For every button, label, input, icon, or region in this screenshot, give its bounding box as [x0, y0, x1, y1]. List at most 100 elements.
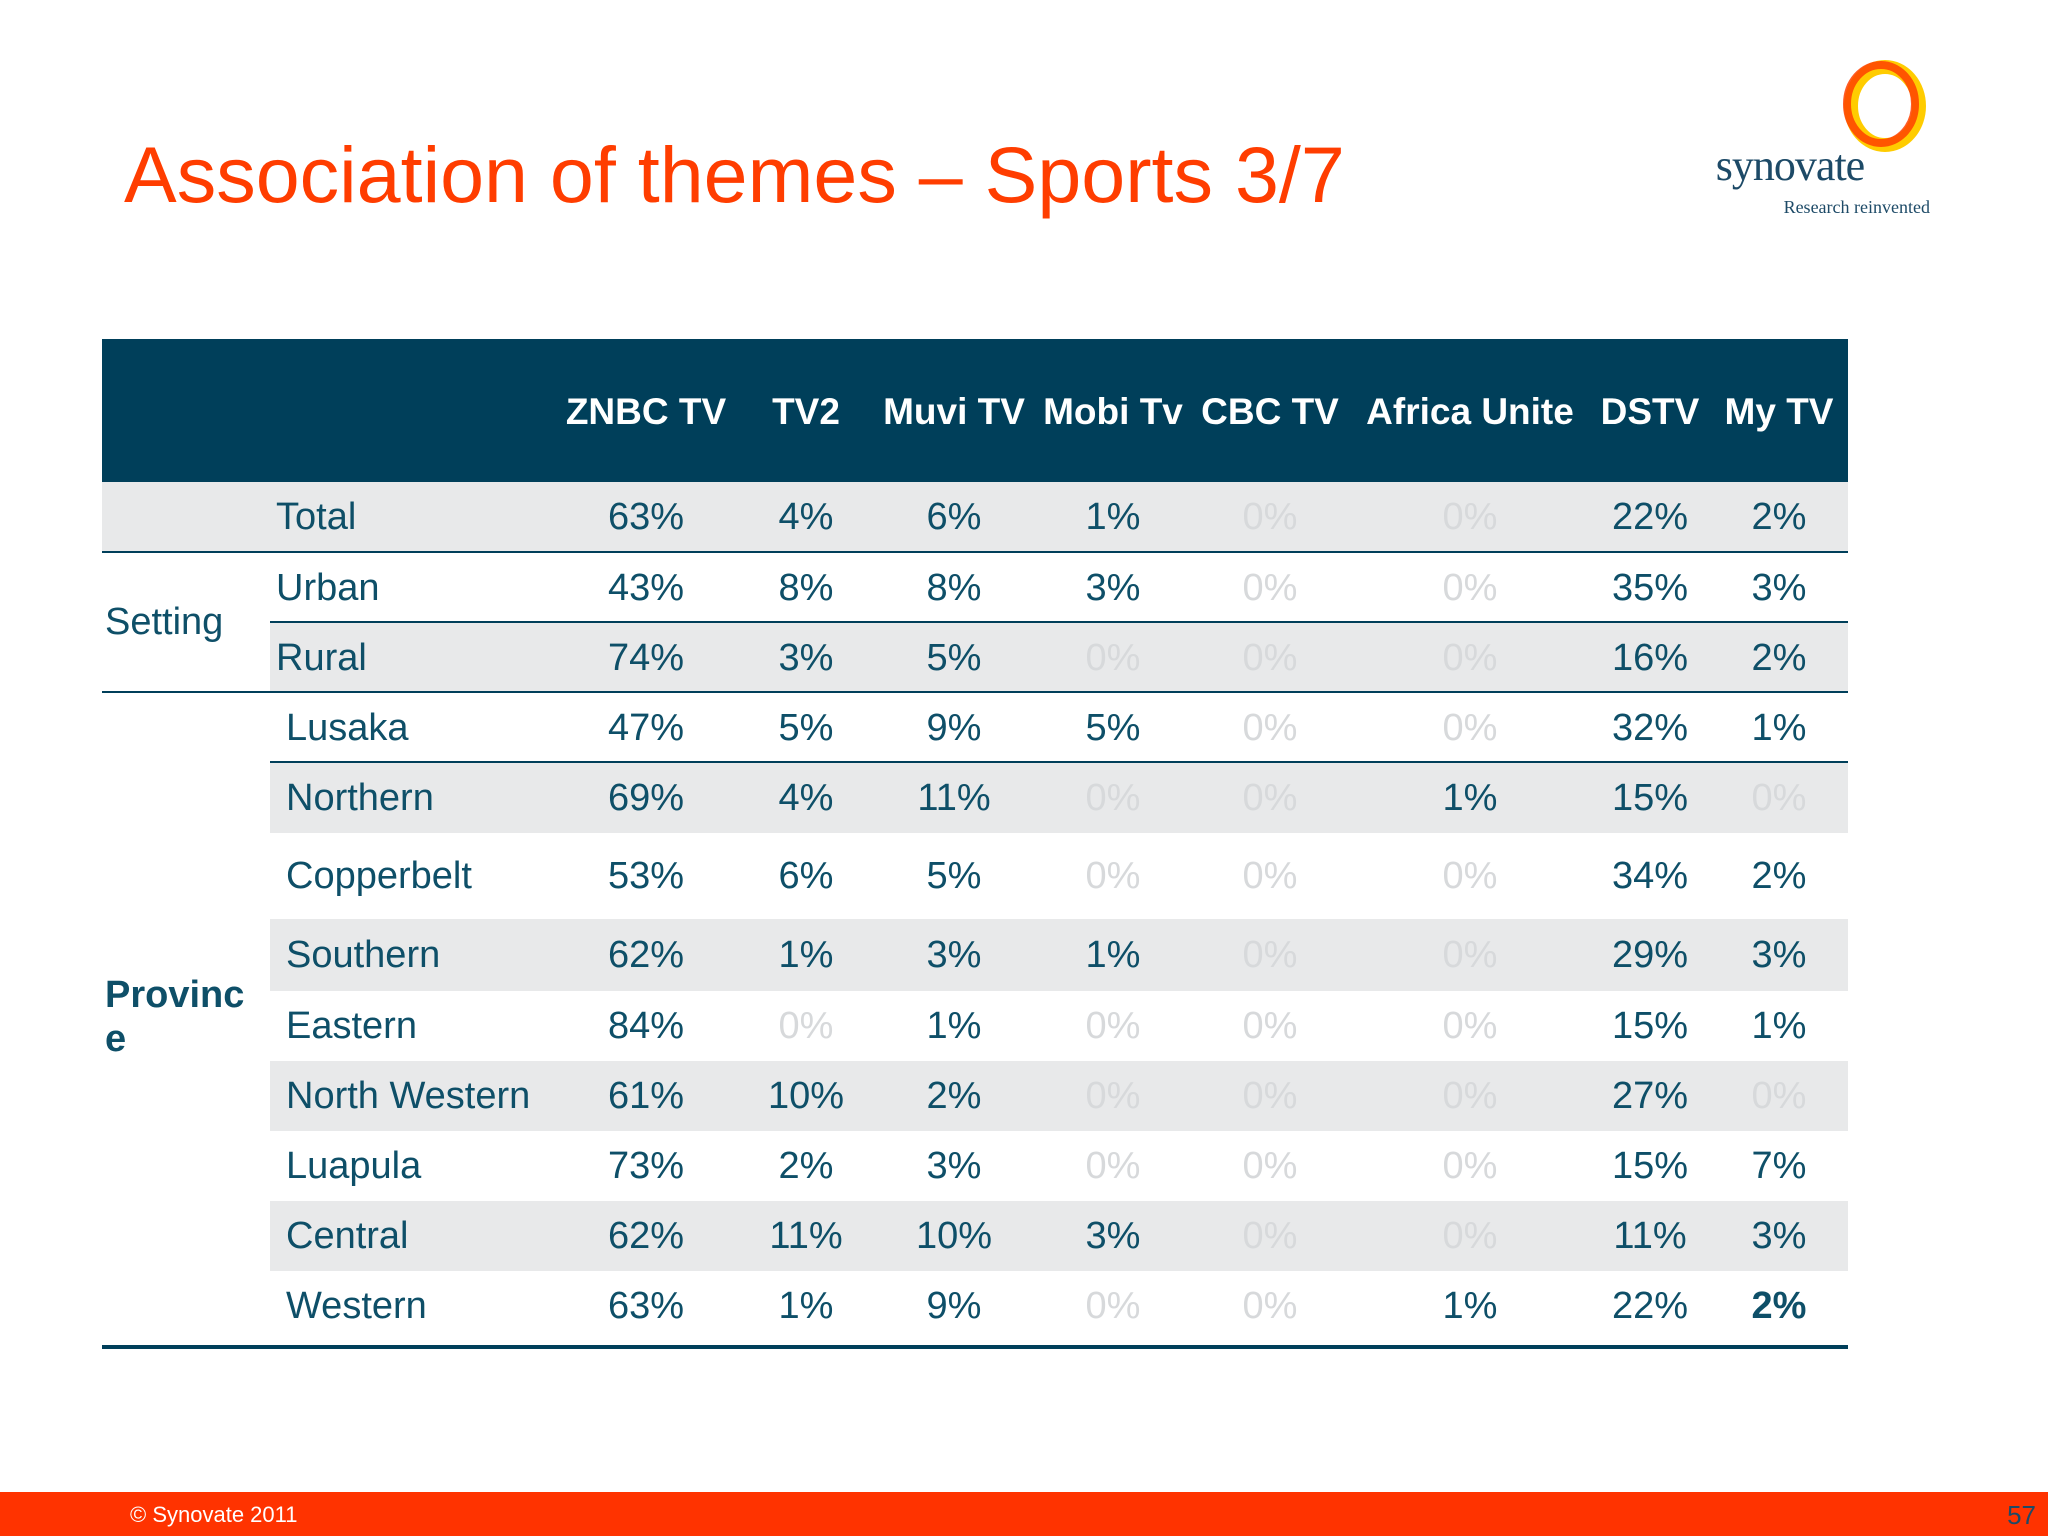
- table-cell: 0%: [1085, 1005, 1141, 1047]
- table-cell: 0%: [1085, 777, 1141, 819]
- table-cell: 0%: [1242, 496, 1298, 538]
- row-shading: [270, 1061, 1848, 1131]
- row-shading: [102, 482, 1848, 552]
- logo-tagline: Research reinvented: [1783, 197, 1930, 217]
- table-cell: 3%: [1085, 1215, 1141, 1257]
- column-header: TV2: [772, 391, 840, 432]
- table-cell: 62%: [607, 1215, 685, 1257]
- table-cell: 0%: [1751, 1075, 1807, 1117]
- table-cell: 0%: [1242, 1075, 1298, 1117]
- table-cell: 6%: [926, 496, 982, 538]
- table-rule: [102, 1345, 1848, 1349]
- column-header: ZNBC TV: [565, 391, 727, 432]
- table-cell: 9%: [926, 1285, 982, 1327]
- table-cell: 34%: [1611, 855, 1689, 897]
- table-cell: 0%: [1242, 707, 1298, 749]
- table-cell: 2%: [926, 1075, 982, 1117]
- row-label: North Western: [286, 1075, 531, 1117]
- group-label: Setting: [105, 601, 224, 643]
- table-cell: 15%: [1611, 777, 1689, 819]
- table-cell: 1%: [926, 1005, 982, 1047]
- table-rule: [102, 551, 1848, 553]
- table-cell: 0%: [1085, 855, 1141, 897]
- slide-title: Association of themes – Sports 3/7: [124, 130, 1345, 219]
- column-header: CBC TV: [1201, 391, 1339, 432]
- column-header: Mobi Tv: [1043, 391, 1183, 432]
- table-cell: 0%: [1242, 637, 1298, 679]
- table-cell: 0%: [1242, 1145, 1298, 1187]
- table-header: [102, 339, 1848, 482]
- table-cell: 0%: [1242, 855, 1298, 897]
- table-cell: 0%: [1751, 777, 1807, 819]
- table-cell: 3%: [1751, 567, 1807, 609]
- row-label: Total: [276, 496, 357, 538]
- table-cell: 2%: [1751, 637, 1807, 679]
- table-cell: 43%: [607, 567, 685, 609]
- table-cell: 0%: [1442, 934, 1498, 976]
- row-label: Copperbelt: [286, 855, 472, 897]
- table-cell: 0%: [1242, 1215, 1298, 1257]
- row-label: Luapula: [286, 1145, 422, 1187]
- table-cell: 0%: [1442, 1005, 1498, 1047]
- table-cell: 0%: [1442, 855, 1498, 897]
- row-label: Urban: [276, 567, 380, 609]
- data-table: ZNBC TV TV2 Muvi TV Mobi Tv CBC TV Africa Uni…: [102, 339, 1848, 1351]
- table-cell: 0%: [1442, 1215, 1498, 1257]
- table-cell: 5%: [1085, 707, 1141, 749]
- table-cell: 10%: [915, 1215, 993, 1257]
- table-cell: 0%: [1242, 934, 1298, 976]
- table-cell: 4%: [778, 777, 834, 819]
- row-label: Southern: [286, 934, 441, 976]
- table-cell: 5%: [778, 707, 834, 749]
- table-cell: 2%: [1751, 496, 1807, 538]
- table-cell: 0%: [1442, 1075, 1498, 1117]
- table-cell: 0%: [1442, 637, 1498, 679]
- table-cell: 32%: [1611, 707, 1689, 749]
- row-shading: [270, 1201, 1848, 1271]
- table-cell: 0%: [1242, 1005, 1298, 1047]
- group-label: Provinc e: [105, 974, 245, 1060]
- table-cell: 3%: [1751, 1215, 1807, 1257]
- table-cell: 61%: [607, 1075, 685, 1117]
- column-header: My TV: [1724, 391, 1834, 432]
- table-rule: [270, 621, 1848, 623]
- table-cell: 29%: [1611, 934, 1689, 976]
- row-label: Eastern: [286, 1005, 417, 1047]
- table-cell: 35%: [1611, 567, 1689, 609]
- table-cell: 0%: [1242, 567, 1298, 609]
- table-cell: 16%: [1611, 637, 1689, 679]
- logo-ring-icon: [1843, 60, 1926, 152]
- table-cell: 9%: [926, 707, 982, 749]
- table-cell: 11%: [1613, 1215, 1687, 1257]
- table-cell: 8%: [778, 567, 834, 609]
- table-cell: 1%: [778, 1285, 834, 1327]
- row-shading: [270, 623, 1848, 693]
- table-cell: 0%: [1442, 1145, 1498, 1187]
- table-cell: 2%: [1751, 855, 1807, 897]
- table-cell: 6%: [778, 855, 834, 897]
- table-cell: 63%: [607, 496, 685, 538]
- table-cell: 62%: [607, 934, 685, 976]
- row-label: Rural: [276, 637, 367, 679]
- table-cell: 0%: [778, 1005, 834, 1047]
- row-shading: [270, 919, 1848, 991]
- table-cell: 0%: [1442, 567, 1498, 609]
- table-cell: 0%: [1085, 1285, 1141, 1327]
- table-cell: 74%: [607, 637, 685, 679]
- row-label: Lusaka: [286, 707, 409, 749]
- table-cell: 0%: [1085, 637, 1141, 679]
- table-cell: 0%: [1442, 496, 1498, 538]
- logo-wordmark: synovate: [1715, 141, 1865, 190]
- page-number: 57: [2007, 1500, 2036, 1530]
- footer-bar: [0, 1492, 2048, 1536]
- table-cell: 73%: [607, 1145, 685, 1187]
- column-header: DSTV: [1600, 391, 1700, 432]
- table-cell: 0%: [1085, 1145, 1141, 1187]
- table-cell: 27%: [1611, 1075, 1689, 1117]
- table-cell: 84%: [607, 1005, 685, 1047]
- column-header: Africa Unite: [1366, 391, 1574, 432]
- column-header: Muvi TV: [883, 391, 1025, 432]
- table-cell: 15%: [1611, 1005, 1689, 1047]
- table-cell: 3%: [926, 1145, 982, 1187]
- row-shading: [270, 763, 1848, 833]
